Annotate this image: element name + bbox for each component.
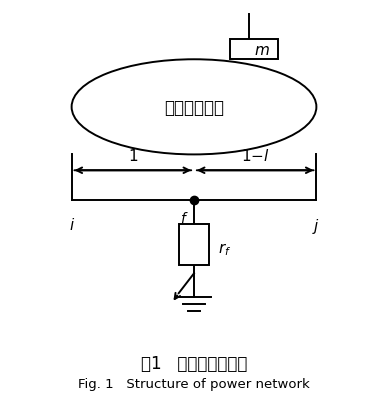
Text: 1: 1 (128, 149, 138, 164)
Bar (230, 41, 278, 60)
Text: 图1   电网结构示意图: 图1 电网结构示意图 (141, 354, 247, 372)
Text: $j$: $j$ (312, 216, 320, 235)
Text: 电力系统网架: 电力系统网架 (164, 99, 224, 117)
Text: $1{-}l$: $1{-}l$ (241, 148, 270, 164)
Bar (180, 224, 208, 266)
Text: $f$: $f$ (180, 211, 188, 225)
Text: $i$: $i$ (69, 216, 75, 232)
Text: Fig. 1   Structure of power network: Fig. 1 Structure of power network (78, 377, 310, 390)
Text: $r_f$: $r_f$ (218, 241, 231, 257)
Text: $m$: $m$ (254, 43, 270, 58)
